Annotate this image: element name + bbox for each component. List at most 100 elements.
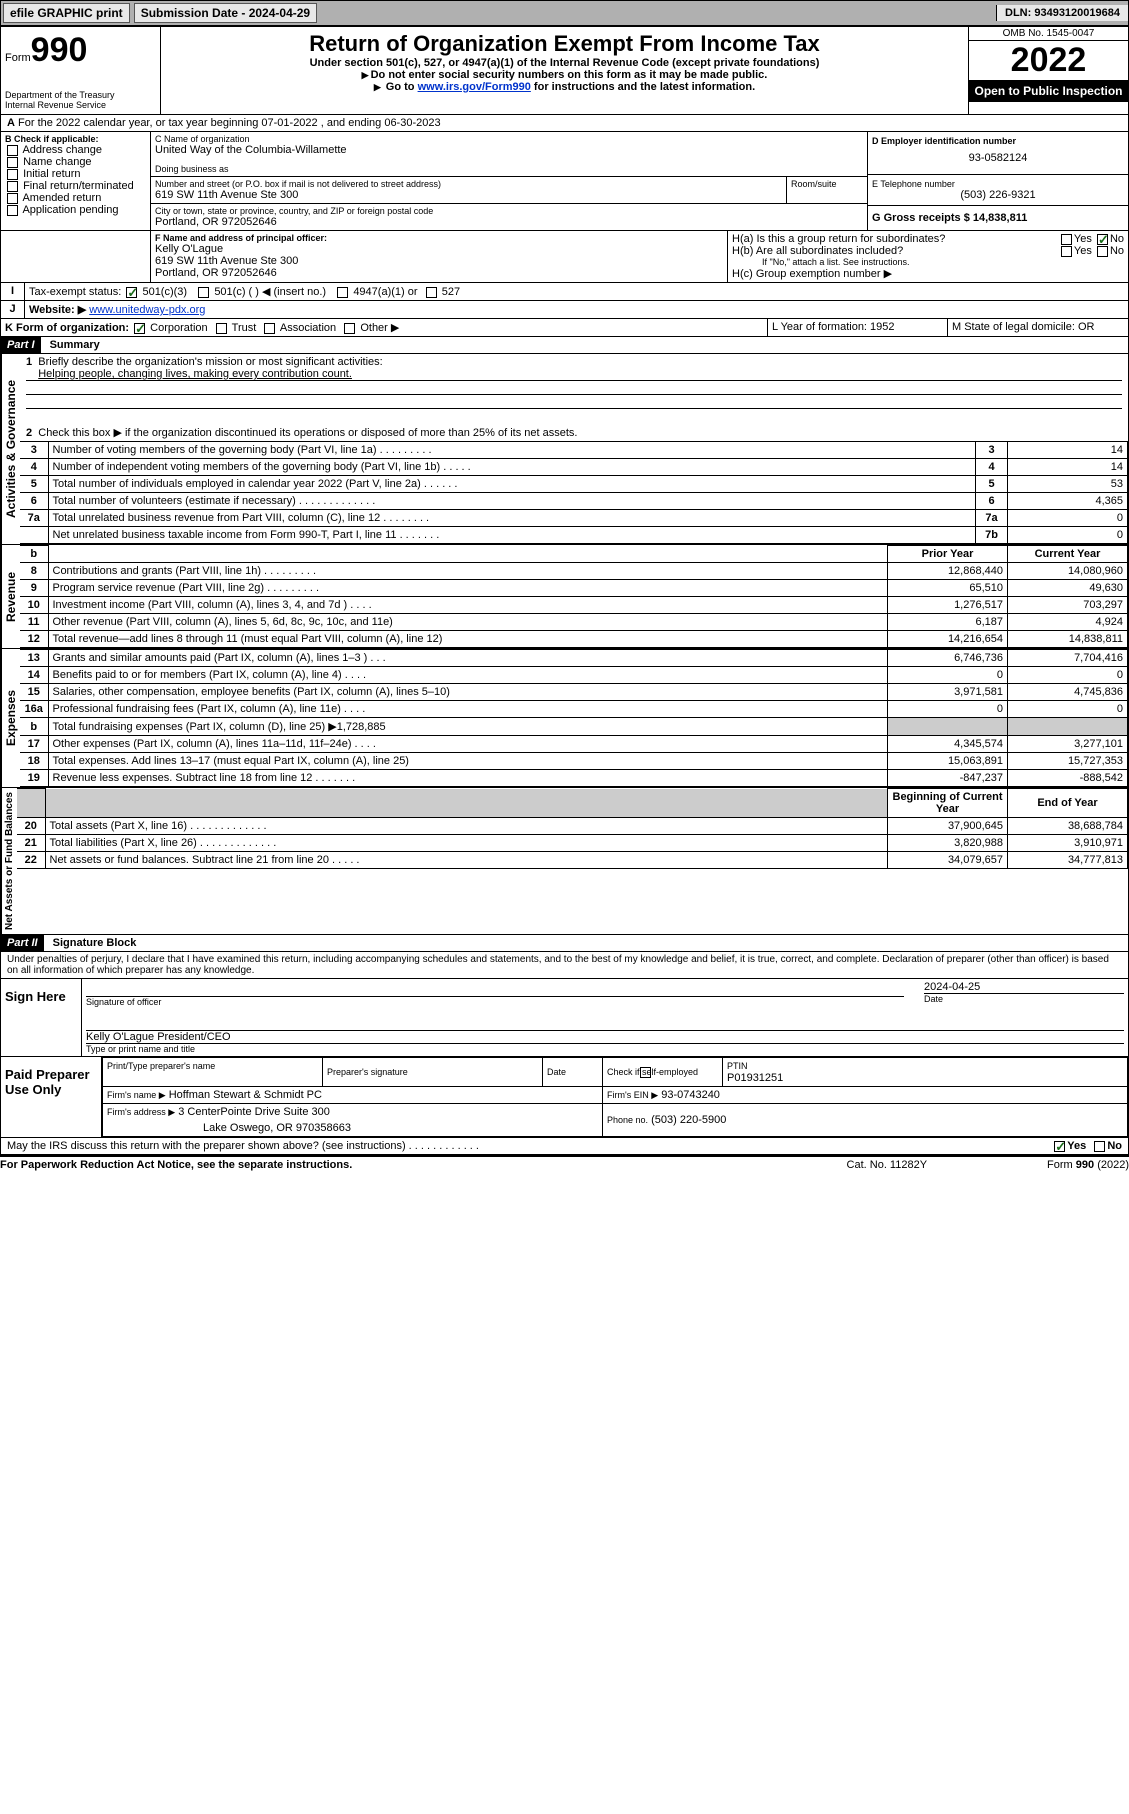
ptin-value: P01931251: [727, 1072, 783, 1084]
open-inspection: Open to Public Inspection: [969, 80, 1128, 102]
box-b-header: B Check if applicable:: [5, 134, 99, 144]
officer-addr1: 619 SW 11th Avenue Ste 300: [155, 255, 723, 267]
year-formation: L Year of formation: 1952: [768, 319, 948, 336]
efile-print-button[interactable]: efile GRAPHIC print: [3, 3, 130, 23]
expenses-section: Expenses 13Grants and similar amounts pa…: [0, 649, 1129, 788]
h-b-note: If "No," attach a list. See instructions…: [732, 257, 1124, 267]
part-ii-header: Part II Signature Block: [0, 935, 1129, 952]
box-c-label: C Name of organization: [155, 134, 863, 144]
cb-527[interactable]: [426, 287, 437, 298]
hb-yes[interactable]: [1061, 246, 1072, 257]
row-j: J Website: ▶ www.unitedway-pdx.org: [0, 301, 1129, 319]
hb-no[interactable]: [1097, 246, 1108, 257]
officer-addr2: Portland, OR 972052646: [155, 267, 723, 279]
cb-address-change[interactable]: [7, 145, 18, 156]
phone-value: (503) 226-9321: [872, 189, 1124, 201]
revenue-table: bPrior YearCurrent Year8Contributions an…: [20, 545, 1128, 648]
irs-label: Internal Revenue Service: [5, 100, 156, 110]
subtitle-1: Under section 501(c), 527, or 4947(a)(1)…: [165, 57, 964, 69]
cb-corp[interactable]: [134, 323, 145, 334]
vlabel-netassets: Net Assets or Fund Balances: [1, 788, 17, 934]
cb-amended[interactable]: [7, 193, 18, 204]
netassets-table: Beginning of Current YearEnd of Year20To…: [17, 788, 1128, 869]
h-b: H(b) Are all subordinates included?: [732, 245, 903, 257]
firm-name: Hoffman Stewart & Schmidt PC: [169, 1089, 322, 1101]
identity-block: B Check if applicable: Address change Na…: [0, 132, 1129, 231]
room-label: Room/suite: [787, 177, 867, 203]
expenses-table: 13Grants and similar amounts paid (Part …: [20, 649, 1128, 787]
cb-application-pending[interactable]: [7, 205, 18, 216]
top-toolbar: efile GRAPHIC print Submission Date - 20…: [0, 0, 1129, 26]
cb-4947[interactable]: [337, 287, 348, 298]
ein-label: D Employer identification number: [872, 136, 1016, 146]
form-title: Return of Organization Exempt From Incom…: [165, 31, 964, 57]
website-link[interactable]: www.unitedway-pdx.org: [89, 304, 205, 316]
row-i: I Tax-exempt status: 501(c)(3) 501(c) ( …: [0, 283, 1129, 301]
tax-year-line: A For the 2022 calendar year, or tax yea…: [0, 115, 1129, 132]
netassets-section: Net Assets or Fund Balances Beginning of…: [0, 788, 1129, 935]
sig-date-value: 2024-04-25: [924, 981, 1124, 993]
sig-date-label: Date: [924, 993, 1124, 1004]
gross-receipts: G Gross receipts $ 14,838,811: [872, 212, 1027, 224]
vlabel-governance: Activities & Governance: [1, 354, 20, 544]
dba-label: Doing business as: [155, 164, 863, 174]
q2-label: Check this box ▶ if the organization dis…: [38, 427, 577, 439]
officer-title-label: Type or print name and title: [86, 1043, 1124, 1054]
cb-assoc[interactable]: [264, 323, 275, 334]
form-number: 990: [31, 31, 88, 69]
cb-other[interactable]: [344, 323, 355, 334]
city-label: City or town, state or province, country…: [155, 206, 863, 216]
irs-link[interactable]: www.irs.gov/Form990: [418, 81, 531, 93]
form-word: Form: [5, 52, 31, 64]
irs-discuss-no[interactable]: [1094, 1141, 1105, 1152]
officer-name: Kelly O'Lague: [155, 243, 723, 255]
city-state-zip: Portland, OR 972052646: [155, 216, 863, 228]
paid-preparer-block: Paid Preparer Use Only Print/Type prepar…: [0, 1057, 1129, 1138]
mission-text: Helping people, changing lives, making e…: [38, 368, 352, 380]
cb-initial-return[interactable]: [7, 169, 18, 180]
firm-ein: 93-0743240: [661, 1089, 720, 1101]
cb-self-employed[interactable]: [640, 1067, 651, 1078]
street-address: 619 SW 11th Avenue Ste 300: [155, 189, 782, 201]
ein-value: 93-0582124: [872, 146, 1124, 170]
page-footer: For Paperwork Reduction Act Notice, see …: [0, 1155, 1129, 1171]
addr-label: Number and street (or P.O. box if mail i…: [155, 179, 782, 189]
part-i-header: Part I Summary: [0, 337, 1129, 354]
vlabel-expenses: Expenses: [1, 649, 20, 787]
cb-final-return[interactable]: [7, 181, 18, 192]
cb-501c3[interactable]: [126, 287, 137, 298]
cb-name-change[interactable]: [7, 157, 18, 168]
firm-addr1: 3 CenterPointe Drive Suite 300: [178, 1106, 330, 1118]
subtitle-3: Go to www.irs.gov/Form990 for instructio…: [165, 81, 964, 93]
firm-phone: (503) 220-5900: [651, 1114, 726, 1126]
dln-label: DLN: 93493120019684: [996, 5, 1128, 21]
omb-number: OMB No. 1545-0047: [969, 27, 1128, 41]
submission-date: Submission Date - 2024-04-29: [134, 3, 317, 23]
officer-group-block: F Name and address of principal officer:…: [0, 231, 1129, 283]
phone-label: E Telephone number: [872, 179, 1124, 189]
form-header: Form990 Department of the Treasury Inter…: [0, 26, 1129, 115]
sig-officer-label: Signature of officer: [86, 997, 904, 1007]
ha-yes[interactable]: [1061, 234, 1072, 245]
h-c: H(c) Group exemption number ▶: [732, 267, 1124, 280]
cb-trust[interactable]: [216, 323, 227, 334]
may-irs-discuss: May the IRS discuss this return with the…: [0, 1138, 1129, 1155]
h-a: H(a) Is this a group return for subordin…: [732, 233, 945, 245]
penalty-statement: Under penalties of perjury, I declare th…: [0, 952, 1129, 979]
org-name: United Way of the Columbia-Willamette: [155, 144, 863, 156]
sign-here-block: Sign Here Signature of officer 2024-04-2…: [0, 979, 1129, 1057]
governance-section: Activities & Governance 1 Briefly descri…: [0, 354, 1129, 545]
subtitle-2: Do not enter social security numbers on …: [165, 69, 964, 81]
ha-no[interactable]: [1097, 234, 1108, 245]
officer-printed-name: Kelly O'Lague President/CEO: [86, 1031, 1124, 1043]
cb-501c[interactable]: [198, 287, 209, 298]
box-f-label: F Name and address of principal officer:: [155, 233, 327, 243]
irs-discuss-yes[interactable]: [1054, 1141, 1065, 1152]
state-domicile: M State of legal domicile: OR: [948, 319, 1128, 336]
revenue-section: Revenue bPrior YearCurrent Year8Contribu…: [0, 545, 1129, 649]
row-klm: K Form of organization: Corporation Trus…: [0, 319, 1129, 337]
tax-year: 2022: [969, 41, 1128, 80]
dept-treasury: Department of the Treasury: [5, 90, 156, 100]
q1-label: Briefly describe the organization's miss…: [38, 356, 382, 368]
firm-addr2: Lake Oswego, OR 970358663: [103, 1120, 603, 1137]
